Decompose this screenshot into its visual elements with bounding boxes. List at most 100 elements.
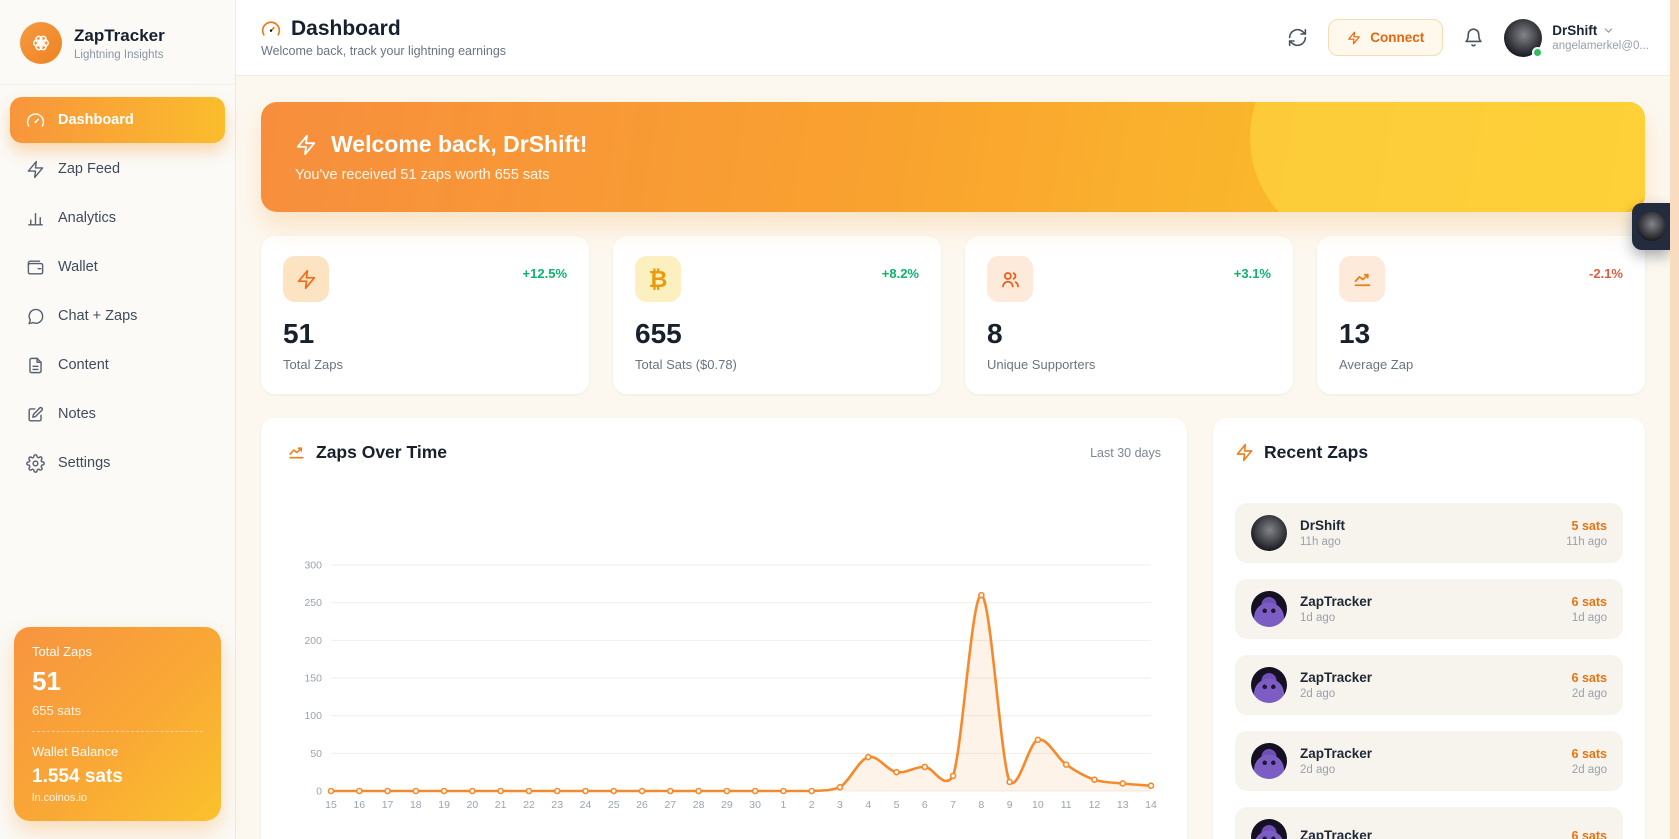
zapper-avatar bbox=[1251, 819, 1287, 839]
zap-amount-time: 2d ago bbox=[1571, 687, 1607, 700]
svg-text:4: 4 bbox=[865, 799, 871, 811]
zapper-name: ZapTracker bbox=[1300, 670, 1373, 685]
main-area: Dashboard Welcome back, track your light… bbox=[236, 0, 1679, 839]
svg-text:50: 50 bbox=[310, 748, 322, 760]
svg-text:16: 16 bbox=[353, 799, 365, 811]
sidebar-item-notes[interactable]: Notes bbox=[10, 391, 225, 437]
user-email: angelamerkel@0... bbox=[1552, 40, 1649, 52]
stat-value: 51 bbox=[283, 318, 315, 349]
svg-text:100: 100 bbox=[304, 710, 322, 722]
sidebar-item-label: Dashboard bbox=[58, 112, 134, 128]
zap-amount-time: 11h ago bbox=[1566, 535, 1607, 548]
sidebar-item-label: Settings bbox=[58, 455, 111, 471]
sidebar-item-label: Chat + Zaps bbox=[58, 308, 138, 324]
wallet-provider: ln.coinos.io bbox=[32, 792, 88, 804]
svg-text:6: 6 bbox=[922, 799, 928, 811]
zap-list-item[interactable]: ZapTracker 2d ago 6 sats 2d ago bbox=[1235, 655, 1623, 715]
zap-amount: 5 sats bbox=[1571, 518, 1607, 533]
stats-row: +12.5% 51 Total Zaps ₿ +8.2% 655 Total S… bbox=[261, 236, 1645, 394]
svg-text:2: 2 bbox=[809, 799, 815, 811]
zap-time: 2d ago bbox=[1300, 764, 1336, 776]
svg-text:24: 24 bbox=[580, 799, 592, 811]
sidebar-item-label: Analytics bbox=[58, 210, 117, 226]
connect-button[interactable]: Connect bbox=[1328, 19, 1444, 56]
svg-text:1: 1 bbox=[780, 799, 786, 811]
zap-time: 11h ago bbox=[1300, 536, 1341, 548]
zap-list-item[interactable]: ZapTracker 2d ago 6 sats 2d ago bbox=[1235, 731, 1623, 791]
svg-text:28: 28 bbox=[693, 799, 705, 811]
page-scrollbar[interactable] bbox=[1670, 0, 1679, 839]
stat-value: 655 bbox=[635, 318, 682, 349]
zapper-avatar bbox=[1251, 591, 1287, 627]
recent-zaps-title: Recent Zaps bbox=[1264, 442, 1369, 462]
stat-label: Unique Supporters bbox=[987, 357, 1096, 372]
stat-label: Total Sats ($0.78) bbox=[635, 357, 737, 372]
zap-icon bbox=[27, 160, 44, 178]
sidebar-item-zap-feed[interactable]: Zap Feed bbox=[10, 146, 225, 192]
sidebar-item-wallet[interactable]: Wallet bbox=[10, 244, 225, 290]
sidebar: ZapTracker Lightning Insights Dashboard … bbox=[0, 0, 236, 839]
svg-text:20: 20 bbox=[467, 799, 479, 811]
trend-badge: +8.2% bbox=[881, 266, 919, 281]
sidebar-item-settings[interactable]: Settings bbox=[10, 440, 225, 486]
zap-amount: 6 sats bbox=[1571, 746, 1607, 761]
user-menu[interactable]: DrShift angelamerkel@0... bbox=[1504, 18, 1649, 58]
stat-card-total-zaps: +12.5% 51 Total Zaps bbox=[261, 236, 589, 394]
svg-text:18: 18 bbox=[410, 799, 422, 811]
svg-text:12: 12 bbox=[1089, 799, 1101, 811]
sidebar-item-chat-zaps[interactable]: Chat + Zaps bbox=[10, 293, 225, 339]
bitcoin-icon: ₿ bbox=[648, 266, 668, 293]
users-icon bbox=[1001, 271, 1019, 287]
svg-text:29: 29 bbox=[721, 799, 733, 811]
svg-text:0: 0 bbox=[316, 786, 322, 798]
svg-text:300: 300 bbox=[304, 560, 322, 572]
floating-avatar bbox=[1636, 212, 1666, 241]
stat-card-unique-supporters: +3.1% 8 Unique Supporters bbox=[965, 236, 1293, 394]
zap-list-item[interactable]: ZapTracker 6 sats bbox=[1235, 807, 1623, 839]
stat-label: Average Zap bbox=[1339, 357, 1414, 372]
brand[interactable]: ZapTracker Lightning Insights bbox=[0, 0, 235, 85]
svg-text:14: 14 bbox=[1145, 799, 1157, 811]
zap-amount: 6 sats bbox=[1571, 670, 1607, 685]
stat-card-total-sats: ₿ +8.2% 655 Total Sats ($0.78) bbox=[613, 236, 941, 394]
zap-icon bbox=[1348, 31, 1361, 44]
welcome-banner: Welcome back, DrShift! You've received 5… bbox=[261, 102, 1645, 212]
chart-range-label: Last 30 days bbox=[1090, 445, 1161, 460]
wallet-icon bbox=[27, 259, 44, 275]
zap-amount-time: 2d ago bbox=[1571, 763, 1607, 776]
refresh-button[interactable] bbox=[1287, 27, 1308, 48]
svg-text:19: 19 bbox=[438, 799, 450, 811]
sidebar-item-dashboard[interactable]: Dashboard bbox=[10, 97, 225, 143]
brand-tagline: Lightning Insights bbox=[74, 48, 164, 61]
welcome-banner-subtitle: You've received 51 zaps worth 655 sats bbox=[295, 167, 550, 183]
sidebar-nav: Dashboard Zap Feed Analytics Wallet Chat… bbox=[0, 85, 235, 498]
notifications-button[interactable] bbox=[1463, 27, 1484, 48]
recent-zaps-list: DrShift 11h ago 5 sats 11h ago ZapTracke… bbox=[1235, 503, 1623, 839]
sidebar-item-label: Content bbox=[58, 357, 109, 373]
zap-icon bbox=[296, 134, 316, 155]
sidebar-item-content[interactable]: Content bbox=[10, 342, 225, 388]
atom-knot-icon bbox=[33, 35, 49, 51]
svg-text:13: 13 bbox=[1117, 799, 1129, 811]
svg-text:23: 23 bbox=[551, 799, 563, 811]
svg-text:26: 26 bbox=[636, 799, 648, 811]
svg-text:7: 7 bbox=[950, 799, 956, 811]
floating-avatar-widget[interactable] bbox=[1632, 203, 1670, 250]
total-sats-value: 655 sats bbox=[32, 703, 82, 718]
svg-text:21: 21 bbox=[495, 799, 507, 811]
svg-text:3: 3 bbox=[837, 799, 843, 811]
zapper-avatar bbox=[1251, 667, 1287, 703]
zapper-name: ZapTracker bbox=[1300, 746, 1373, 761]
zap-list-item[interactable]: ZapTracker 1d ago 6 sats 1d ago bbox=[1235, 579, 1623, 639]
chevron-down-icon[interactable] bbox=[1602, 24, 1615, 37]
sidebar-item-analytics[interactable]: Analytics bbox=[10, 195, 225, 241]
document-icon bbox=[29, 357, 42, 373]
trend-badge: -2.1% bbox=[1589, 266, 1623, 281]
zap-list-item[interactable]: DrShift 11h ago 5 sats 11h ago bbox=[1235, 503, 1623, 563]
refresh-icon bbox=[1289, 28, 1307, 47]
page-title: Dashboard bbox=[291, 17, 401, 40]
trend-badge: +3.1% bbox=[1233, 266, 1271, 281]
brand-name: ZapTracker bbox=[74, 25, 165, 45]
bar-chart-icon bbox=[28, 212, 43, 226]
bell-icon bbox=[1465, 28, 1483, 47]
